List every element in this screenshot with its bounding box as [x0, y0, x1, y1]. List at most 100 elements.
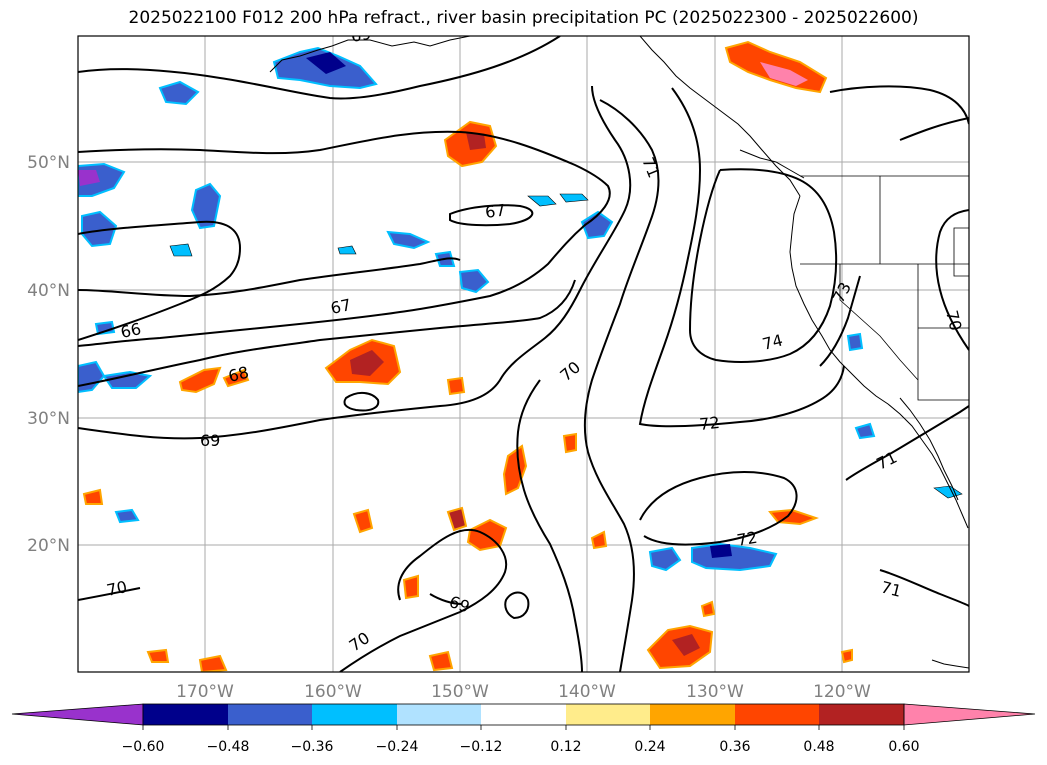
precip-negative-patch [846, 332, 864, 352]
contour-line-72 [638, 87, 845, 428]
map-frame-border [77, 35, 970, 673]
precip-positive-patch [198, 654, 228, 672]
precip-positive-patch [178, 366, 222, 394]
contour-line-66 [78, 220, 242, 341]
latitude-label: 20°N [27, 536, 70, 556]
precip-negative-regions [78, 46, 963, 572]
contour-label: 69 [349, 24, 372, 46]
longitude-labels: 170°W 160°W 150°W 140°W 130°W 120°W [176, 682, 871, 702]
colorbar-tick-label: −0.48 [207, 739, 250, 755]
colorbar: −0.60 −0.48 −0.36 −0.24 −0.12 0.12 0.24 … [11, 703, 1036, 755]
north-america-west-coast [789, 195, 969, 529]
contour-line-67-inner [78, 257, 461, 298]
contour-line-closed-small [449, 204, 534, 227]
precip-negative-patch [559, 193, 589, 203]
contour-label: 71 [879, 577, 903, 600]
contour-line-closed-loop [343, 392, 380, 412]
contour-label: 70 [942, 308, 965, 332]
alaska-panhandle-coastline [639, 36, 801, 197]
colorbar-outline [142, 703, 905, 726]
colorbar-segment [735, 704, 819, 725]
contour-line-72-south [639, 471, 798, 546]
colorbar-tick-label: −0.36 [291, 739, 334, 755]
state-border [917, 264, 969, 401]
contour-label: 70 [105, 577, 129, 600]
contour-line-70-east [935, 209, 969, 351]
contour-line-70 [78, 379, 583, 672]
colorbar-segment [312, 704, 397, 725]
precip-positive-patch [446, 506, 468, 532]
colorbar-tick-label: −0.12 [460, 739, 503, 755]
precip-negative-patch [710, 544, 732, 558]
contour-line-northeast-2 [899, 117, 969, 141]
central-america-coastline [931, 659, 969, 669]
precip-positive-patch [562, 432, 577, 454]
contour-line-69-south [429, 593, 463, 605]
precip-positive-patch [502, 444, 528, 496]
coastlines [269, 36, 969, 669]
precip-positive-patch [446, 376, 466, 396]
precip-positive-patch [222, 368, 250, 388]
contour-line-68 [78, 279, 576, 387]
precip-positive-patch [672, 634, 700, 656]
longitude-label: 140°W [558, 682, 616, 702]
precip-negative-patch [114, 508, 140, 524]
precip-negative-patch [854, 422, 876, 440]
precip-negative-patch [337, 245, 357, 255]
contour-line-69-north [78, 36, 561, 100]
longitude-label: 150°W [431, 682, 489, 702]
contour-line-71-south [879, 569, 969, 607]
latitude-label: 40°N [27, 281, 70, 301]
contour-line-northeast [829, 85, 969, 125]
colorbar-segment [566, 704, 650, 725]
state-border [953, 227, 969, 277]
colorbar-segment [397, 704, 481, 725]
colorbar-tick-label: 0.60 [888, 739, 919, 755]
contour-line-73 [819, 275, 861, 367]
precip-negative-patch [386, 230, 431, 250]
colorbar-segment [650, 704, 735, 725]
longitude-label: 120°W [813, 682, 871, 702]
colorbar-tick-label: −0.24 [376, 739, 419, 755]
contour-label: 67 [329, 295, 353, 318]
colorbar-segment [143, 704, 228, 725]
colorbar-segment [819, 704, 904, 725]
longitude-label: 170°W [176, 682, 234, 702]
precip-negative-patch [169, 243, 193, 257]
precip-positive-patch [840, 648, 853, 664]
colorbar-extend-low [11, 703, 144, 726]
colorbar-tick-label: 0.12 [550, 739, 581, 755]
contour-label: 72 [735, 528, 758, 550]
precip-negative-patch [527, 195, 557, 207]
contour-label: 67 [484, 200, 507, 222]
precip-negative-patch [933, 485, 963, 499]
colorbar-segment [481, 704, 566, 725]
contour-label: 69 [200, 431, 220, 450]
map-title: 2025022100 F012 200 hPa refract., river … [128, 8, 919, 28]
contour-line-69 [78, 85, 632, 440]
colorbar-extend-high [903, 703, 1036, 726]
colorbar-ticks [142, 725, 905, 730]
contour-line-74 [688, 168, 838, 363]
contour-line-70-south [339, 528, 508, 672]
precip-negative-patch [158, 80, 200, 106]
longitude-label: 130°W [686, 682, 744, 702]
contour-label: 72 [698, 413, 720, 434]
contour-line-67-loop [78, 130, 611, 347]
precip-positive-patch [402, 574, 419, 600]
refractivity-contours [78, 36, 969, 672]
precip-positive-patch [428, 650, 454, 672]
precip-negative-patch [648, 546, 682, 572]
colorbar-segment [228, 704, 312, 725]
precip-positive-patch [466, 132, 486, 150]
colorbar-tick-label: 0.48 [803, 739, 834, 755]
precip-positive-patch [350, 350, 384, 376]
precip-negative-patch [78, 170, 100, 186]
longitude-label: 160°W [304, 682, 362, 702]
precip-negative-patch [94, 320, 116, 336]
contour-line-closed-loop-south [504, 591, 530, 620]
contour-label: 74 [760, 331, 784, 354]
latitude-label: 30°N [27, 409, 70, 429]
political-borders [800, 175, 969, 401]
baja-california-coastline [899, 397, 959, 501]
